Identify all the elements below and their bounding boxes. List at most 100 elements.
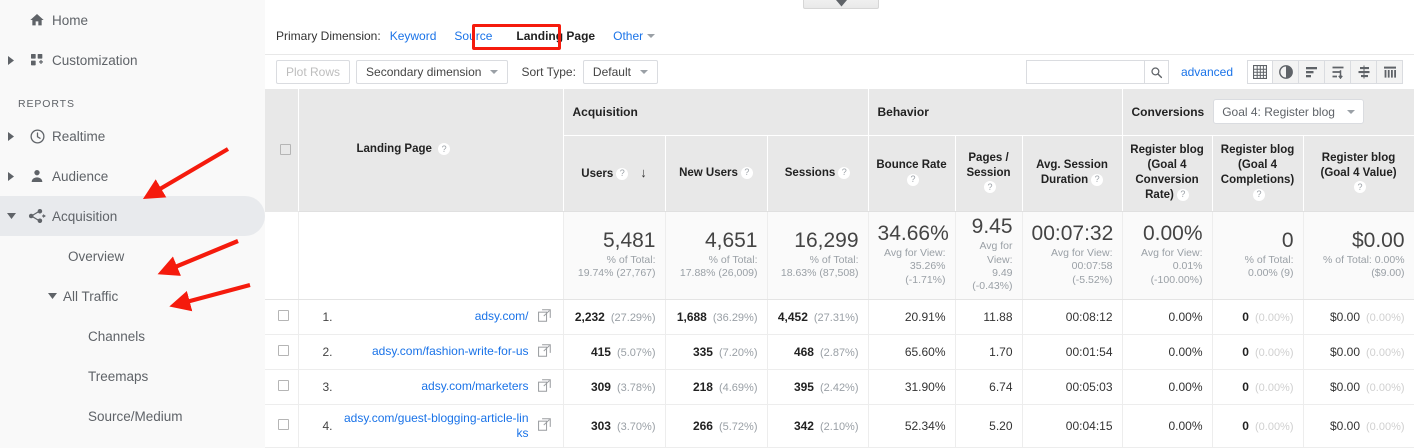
- help-icon[interactable]: ?: [616, 167, 629, 180]
- performance-view-icon[interactable]: [1325, 60, 1351, 84]
- sidebar-item-realtime[interactable]: Realtime: [0, 116, 265, 156]
- search-input[interactable]: [1025, 60, 1144, 84]
- column-header-users[interactable]: Users? ↓: [563, 135, 666, 212]
- help-icon[interactable]: ?: [438, 143, 451, 156]
- sort-type-select[interactable]: Default: [582, 60, 658, 84]
- totals-note: % of Total: 17.88% (26,009): [679, 253, 758, 280]
- row-checkbox-cell[interactable]: [265, 404, 299, 448]
- row-users-pct: (27.29%): [610, 311, 656, 324]
- sidebar-item-channels[interactable]: Channels: [0, 316, 265, 356]
- sort-type-value: Default: [592, 65, 631, 79]
- row-value-amount: $0.00: [1329, 379, 1361, 394]
- row-goal4-conversion-rate: 0.00%: [1122, 299, 1213, 335]
- sidebar-item-customization[interactable]: Customization: [0, 40, 265, 80]
- row-number: 4.: [322, 418, 333, 433]
- row-avg-session-duration: 00:08:12: [1022, 299, 1123, 335]
- external-link-icon[interactable]: [535, 343, 551, 360]
- help-icon[interactable]: ?: [740, 166, 753, 179]
- totals-avg-session-duration: 00:07:32 Avg for View: 00:07:58 (-5.52%): [1022, 211, 1123, 300]
- totals-value: 9.45: [971, 215, 1013, 239]
- row-checkbox[interactable]: [277, 379, 289, 391]
- table-row[interactable]: 3. adsy.com/marketers 309 (3.78%) 218 (4.6…: [265, 369, 1414, 405]
- secondary-dimension-button[interactable]: Secondary dimension: [356, 60, 509, 84]
- goal-select[interactable]: Goal 4: Register blog: [1213, 99, 1364, 125]
- row-checkbox[interactable]: [277, 418, 289, 430]
- column-header-bounce-rate[interactable]: Bounce Rate?: [868, 135, 956, 212]
- column-header-sessions[interactable]: Sessions?: [767, 135, 869, 212]
- main-content: Primary Dimension: Keyword Source Landin…: [265, 0, 1414, 448]
- external-link-icon[interactable]: [535, 417, 551, 434]
- sidebar-item-referrals[interactable]: Referrals: [0, 436, 265, 448]
- table-row[interactable]: 4. adsy.com/guest-blogging-article-links…: [265, 404, 1414, 448]
- sidebar-item-all-traffic[interactable]: All Traffic: [0, 276, 265, 316]
- sidebar-item-source-medium[interactable]: Source/Medium: [0, 396, 265, 436]
- primary-dimension-keyword[interactable]: Keyword: [389, 29, 437, 43]
- pie-view-icon[interactable]: [1273, 60, 1299, 84]
- chevron-right-icon[interactable]: [0, 131, 22, 141]
- primary-dimension-landing-page[interactable]: Landing Page: [516, 29, 596, 43]
- search-button[interactable]: [1143, 60, 1169, 84]
- table-view-icon[interactable]: [1247, 60, 1273, 84]
- chevron-down-icon[interactable]: [0, 212, 22, 220]
- primary-dimension-source[interactable]: Source: [454, 29, 493, 43]
- row-pages-session: 5.20: [955, 404, 1023, 448]
- sidebar-item-home[interactable]: Home: [0, 0, 265, 40]
- row-checkbox[interactable]: [277, 344, 289, 356]
- help-icon[interactable]: ?: [1091, 173, 1104, 186]
- totals-checkbox-cell: [265, 211, 299, 300]
- table-row[interactable]: 2. adsy.com/fashion-write-for-us 415 (5.0…: [265, 334, 1414, 370]
- bar-view-icon[interactable]: [1299, 60, 1325, 84]
- advanced-link[interactable]: advanced: [1180, 65, 1233, 79]
- select-all-checkbox[interactable]: [280, 144, 292, 156]
- row-completions-pct: (0.00%): [1254, 311, 1294, 324]
- row-sessions-value: 4,452: [777, 309, 808, 324]
- column-header-goal4-completions[interactable]: Register blog (Goal 4 Completions)?: [1212, 135, 1304, 212]
- row-users-value: 303: [590, 418, 611, 433]
- sidebar-item-acquisition[interactable]: Acquisition: [0, 196, 265, 236]
- table-controls-bar: Plot Rows Secondary dimension Sort Type:…: [265, 55, 1414, 89]
- row-new-users-pct: (7.20%): [718, 346, 758, 359]
- customization-icon: [22, 52, 52, 68]
- column-header-new-users[interactable]: New Users?: [665, 135, 768, 212]
- external-link-icon[interactable]: [535, 308, 551, 325]
- row-new-users-pct: (5.72%): [718, 420, 758, 433]
- row-checkbox-cell[interactable]: [265, 334, 299, 370]
- row-users-pct: (5.07%): [616, 346, 656, 359]
- row-landing-page-link[interactable]: adsy.com/fashion-write-for-us: [372, 344, 529, 359]
- table-row[interactable]: 1. adsy.com/ 2,232 (27.29%) 1,688 (36.29%)…: [265, 299, 1414, 335]
- row-landing-page-link[interactable]: adsy.com/guest-blogging-article-links: [343, 410, 529, 440]
- row-goal4-conversion-rate: 0.00%: [1122, 334, 1213, 370]
- column-header-pages-session[interactable]: Pages / Session?: [955, 135, 1023, 212]
- sidebar-item-overview[interactable]: Overview: [0, 236, 265, 276]
- pivot-view-icon[interactable]: [1377, 60, 1403, 84]
- landing-page-header[interactable]: Landing Page ?: [298, 89, 564, 212]
- help-icon[interactable]: ?: [1253, 188, 1266, 201]
- row-checkbox[interactable]: [277, 309, 289, 321]
- column-header-avg-session-duration[interactable]: Avg. Session Duration?: [1022, 135, 1123, 212]
- row-landing-page-link[interactable]: adsy.com/marketers: [421, 379, 529, 394]
- row-checkbox-cell[interactable]: [265, 299, 299, 335]
- column-header-goal4-conversion-rate[interactable]: Register blog (Goal 4 Conversion Rate)?: [1122, 135, 1213, 212]
- help-icon[interactable]: ?: [1354, 181, 1367, 194]
- comparison-view-icon[interactable]: [1351, 60, 1377, 84]
- chevron-right-icon[interactable]: [0, 55, 22, 65]
- help-icon[interactable]: ?: [984, 181, 997, 194]
- chevron-right-icon[interactable]: [0, 171, 22, 181]
- sort-descending-icon[interactable]: ↓: [640, 164, 647, 180]
- row-checkbox-cell[interactable]: [265, 369, 299, 405]
- primary-dimension-other[interactable]: Other: [613, 29, 644, 43]
- help-icon[interactable]: ?: [907, 173, 920, 186]
- sidebar-item-treemaps[interactable]: Treemaps: [0, 356, 265, 396]
- plot-rows-button[interactable]: Plot Rows: [276, 60, 351, 84]
- help-icon[interactable]: ?: [1176, 188, 1189, 201]
- date-range-collapse-button[interactable]: [803, 0, 879, 9]
- row-landing-page-link[interactable]: adsy.com/: [474, 309, 529, 324]
- help-icon[interactable]: ?: [838, 166, 851, 179]
- external-link-icon[interactable]: [535, 378, 551, 395]
- sidebar-item-audience[interactable]: Audience: [0, 156, 265, 196]
- chevron-down-icon[interactable]: [647, 34, 656, 38]
- column-header-goal4-value[interactable]: Register blog (Goal 4 Value)?: [1303, 135, 1414, 212]
- chevron-down-icon[interactable]: [48, 292, 57, 300]
- row-sessions: 342 (2.10%): [767, 404, 869, 448]
- primary-dimension-bar: Primary Dimension: Keyword Source Landin…: [265, 18, 1414, 55]
